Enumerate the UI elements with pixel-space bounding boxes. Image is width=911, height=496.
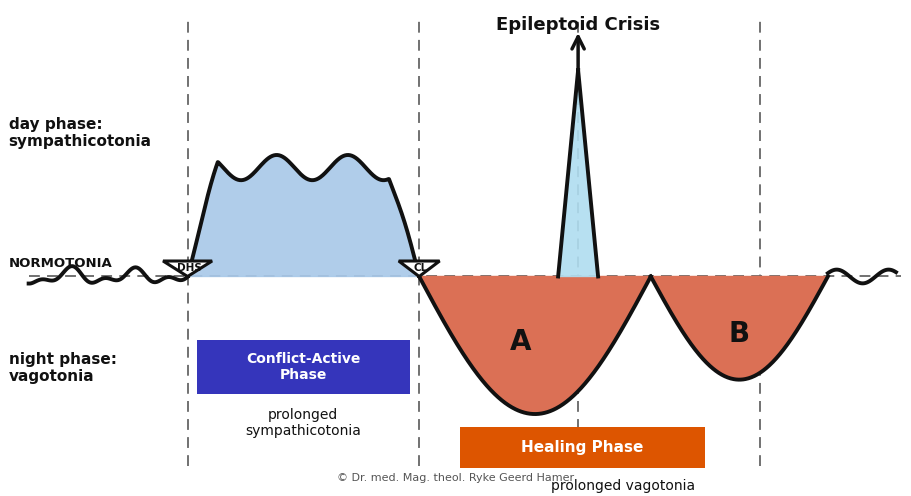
Polygon shape <box>163 261 212 276</box>
FancyBboxPatch shape <box>460 427 705 469</box>
Text: prolonged
sympathicotonia: prolonged sympathicotonia <box>245 408 362 438</box>
Text: Conflict-Active
Phase: Conflict-Active Phase <box>246 352 361 382</box>
Text: day phase:
sympathicotonia: day phase: sympathicotonia <box>9 117 151 149</box>
Text: A: A <box>509 328 531 357</box>
Polygon shape <box>650 276 828 379</box>
Text: B: B <box>729 320 750 348</box>
Text: prolonged vagotonia: prolonged vagotonia <box>551 479 696 493</box>
Text: NORMOTONIA: NORMOTONIA <box>9 256 112 270</box>
Polygon shape <box>558 70 599 276</box>
Polygon shape <box>419 276 650 414</box>
Text: © Dr. med. Mag. theol. Ryke Geerd Hamer: © Dr. med. Mag. theol. Ryke Geerd Hamer <box>337 473 574 483</box>
Text: CL: CL <box>414 262 428 272</box>
Text: DHS: DHS <box>177 262 202 272</box>
Text: Healing Phase: Healing Phase <box>521 440 644 455</box>
Polygon shape <box>188 155 419 276</box>
FancyBboxPatch shape <box>197 340 410 394</box>
Text: Epileptoid Crisis: Epileptoid Crisis <box>496 16 660 34</box>
Polygon shape <box>399 261 440 276</box>
Text: night phase:
vagotonia: night phase: vagotonia <box>9 352 117 384</box>
